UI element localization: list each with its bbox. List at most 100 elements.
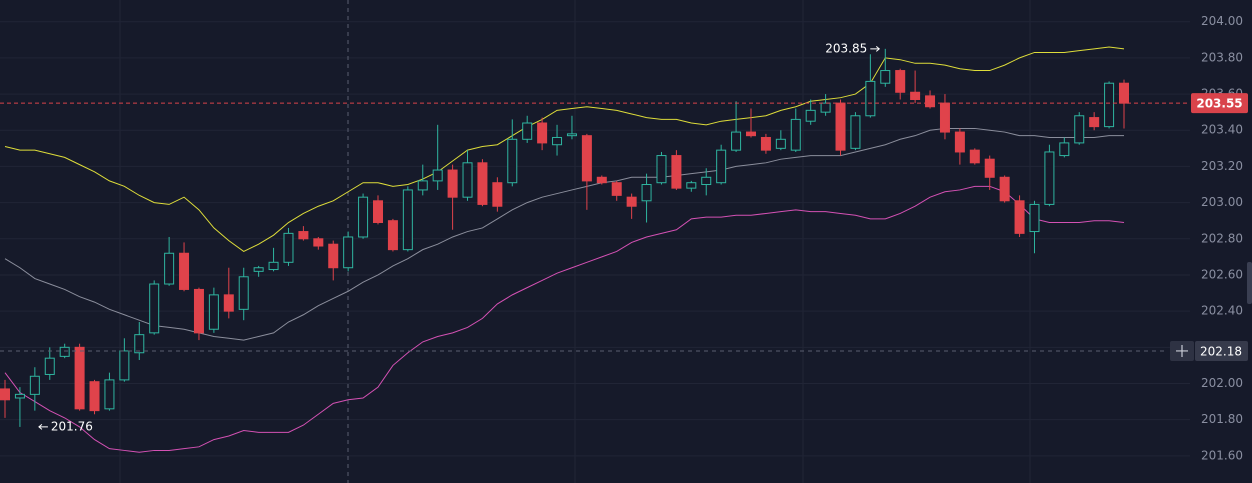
vertical-grid <box>119 0 1031 483</box>
candle-body <box>626 196 637 207</box>
candle-body <box>283 232 294 263</box>
candle-body <box>1119 82 1129 104</box>
candle-body <box>89 381 100 412</box>
candle-body <box>596 176 607 184</box>
candle-body <box>910 91 921 100</box>
candle-body <box>164 252 175 285</box>
candle-body <box>268 261 279 271</box>
candle-body <box>805 109 816 122</box>
candle-body <box>701 176 712 186</box>
candle-body <box>641 184 652 202</box>
candle-body <box>671 155 682 189</box>
candle-body <box>358 196 369 238</box>
candle-body <box>238 276 249 310</box>
candle-body <box>387 220 398 251</box>
candle-body <box>746 131 756 137</box>
candle-body <box>492 182 503 207</box>
candle-body <box>760 136 771 151</box>
band-line <box>4 185 1125 453</box>
band-line <box>4 127 1124 341</box>
candle-body <box>566 133 577 137</box>
y-tick-label: 202.40 <box>1201 304 1243 318</box>
y-tick-label: 201.60 <box>1201 448 1243 462</box>
y-tick-label: 202.00 <box>1201 376 1243 390</box>
candle-body <box>134 334 145 354</box>
candle-body <box>1074 115 1085 144</box>
candle-body <box>1104 82 1115 128</box>
candle-body <box>790 118 801 151</box>
candle-body <box>343 236 354 269</box>
crosshair-plus-icon <box>1176 344 1188 357</box>
last-price-box <box>1191 93 1248 114</box>
candle-body <box>253 267 264 272</box>
candle-body <box>1029 203 1040 233</box>
y-tick-label: 203.80 <box>1201 50 1243 64</box>
crosshair-price-label: 202.18 <box>1200 344 1242 358</box>
candle-body <box>686 182 697 189</box>
side-tab[interactable] <box>1247 262 1252 304</box>
candle-body <box>193 288 204 334</box>
candle-body <box>581 135 592 182</box>
candle-body <box>313 238 324 247</box>
candle-body <box>522 122 533 140</box>
candle-body <box>552 136 563 146</box>
candle-body <box>119 350 130 381</box>
candle-body <box>462 162 473 198</box>
candle-body <box>954 131 965 153</box>
candle-body <box>149 283 160 334</box>
candle-body <box>611 182 622 196</box>
candle-body <box>1014 200 1025 234</box>
candle-body <box>1044 151 1055 205</box>
candle-body <box>716 149 727 184</box>
candle-body <box>44 357 55 375</box>
candle-body <box>1089 117 1100 128</box>
candle-body <box>104 379 115 410</box>
candle-body <box>373 200 383 224</box>
candle-body <box>820 102 831 113</box>
candle-body <box>417 180 428 191</box>
band-line <box>4 46 1125 253</box>
y-tick-label: 203.40 <box>1201 123 1243 137</box>
crosshair-price-box <box>1195 340 1248 361</box>
low-marker-label: 201.76 <box>51 419 93 433</box>
candle-body <box>895 70 906 93</box>
candle-body <box>865 80 876 117</box>
candle-body <box>59 346 70 357</box>
high-marker-arrow <box>870 45 881 52</box>
last-price-label: 203.55 <box>1196 97 1242 111</box>
candle-body <box>328 243 339 269</box>
candle-body <box>14 393 25 399</box>
candle-body <box>984 158 995 178</box>
candle-body <box>447 169 458 198</box>
high-marker-label: 203.85 <box>825 41 867 55</box>
y-tick-label: 201.80 <box>1201 412 1243 426</box>
y-tick-label: 202.60 <box>1201 267 1243 281</box>
candle-body <box>939 102 950 133</box>
y-tick-label: 203.20 <box>1201 159 1243 173</box>
candle-body <box>402 189 413 251</box>
candle-body <box>29 375 40 395</box>
candle-body <box>507 138 518 184</box>
candle-body <box>298 231 309 240</box>
candle-body <box>179 252 190 290</box>
y-tick-label: 204.00 <box>1201 14 1243 28</box>
candle-body <box>850 115 861 149</box>
candle-body <box>477 162 488 205</box>
candle-body <box>969 149 980 164</box>
candle-body <box>208 294 219 330</box>
candle-body <box>835 102 846 151</box>
candle-body <box>223 294 234 312</box>
candle-body <box>0 388 10 401</box>
candle-body <box>880 70 891 84</box>
candle-body <box>999 176 1010 202</box>
candle-body <box>656 155 667 184</box>
candle-body <box>1059 142 1070 157</box>
candle-body <box>731 131 742 151</box>
candle-body <box>432 169 443 182</box>
low-marker-arrow <box>38 424 48 430</box>
y-tick-label: 203.00 <box>1201 195 1243 209</box>
candle-body <box>537 122 548 144</box>
